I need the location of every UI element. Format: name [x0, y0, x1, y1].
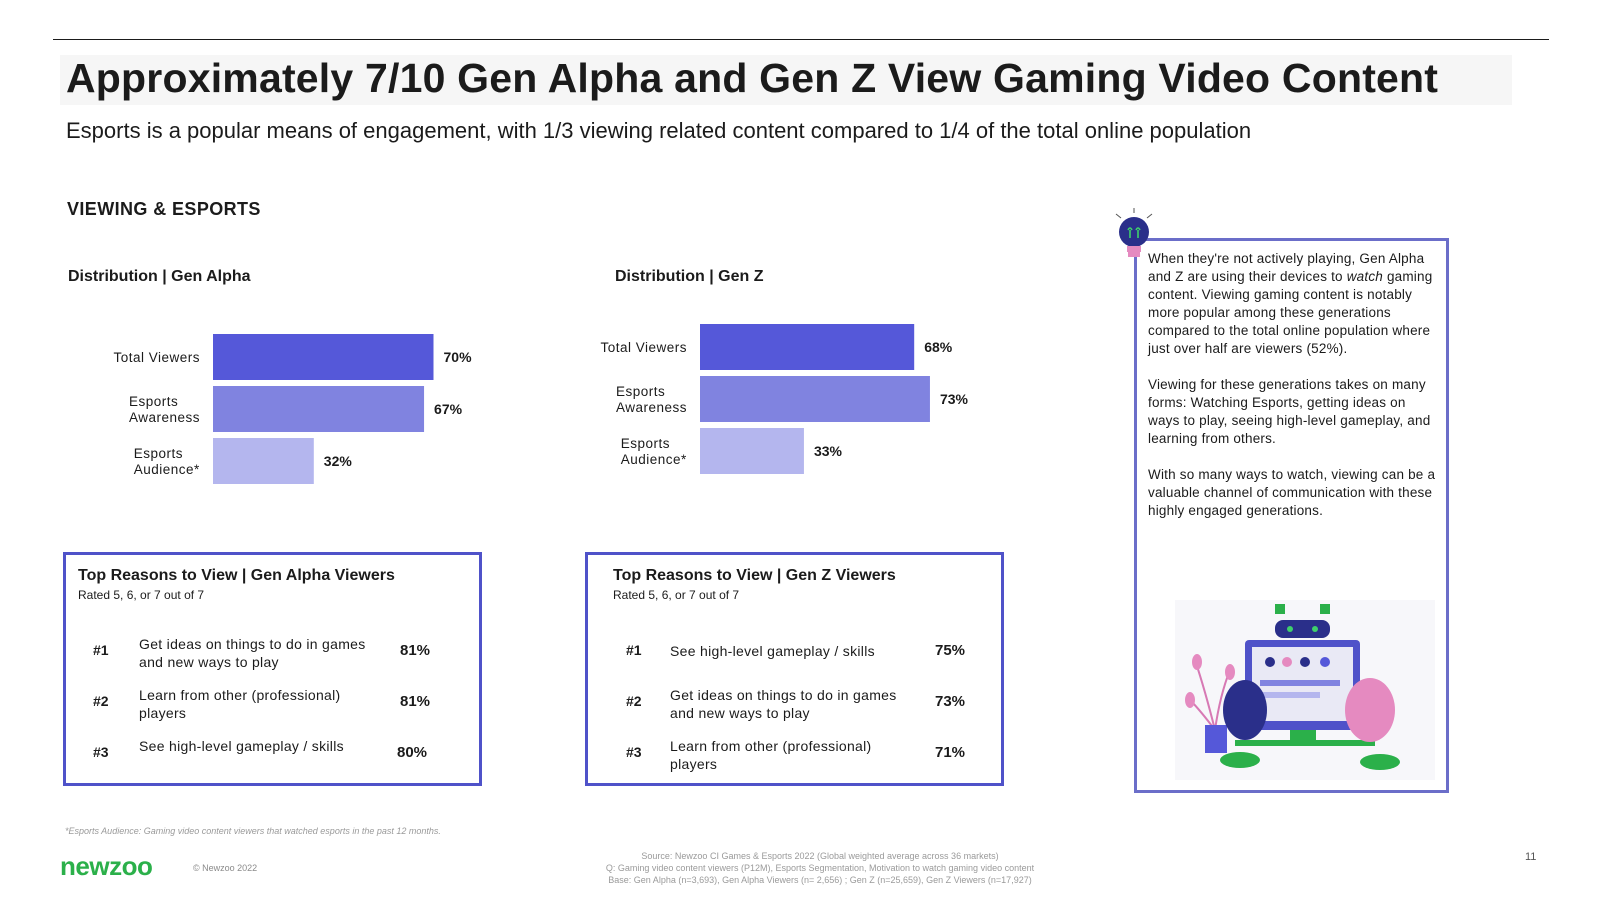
category-label: Esports Awareness	[129, 394, 200, 425]
gen-alpha-bar-chart: 70% Total Viewers 67% Esports Awareness 32% Es…	[113, 334, 473, 484]
source-note: Source: Newzoo CI Games & Esports 2022 (…	[605, 851, 1035, 885]
reason-rank: #2	[93, 693, 109, 709]
title-background	[60, 55, 1512, 105]
gen-z-bar-chart: 68% Total Viewers 73% Esports Awareness 33% Es…	[600, 324, 969, 474]
page-subtitle: Esports is a popular means of engagement…	[66, 118, 1252, 143]
bar-value-label: 70%	[444, 349, 473, 365]
bar-esports-awareness	[213, 386, 425, 432]
reason-value: 71%	[935, 744, 966, 761]
top-divider	[53, 39, 1549, 40]
category-label: Total Viewers	[113, 350, 200, 365]
category-label: Esports Audience*	[134, 446, 200, 477]
bar-value-label: 32%	[324, 453, 353, 469]
reasons-subtitle: Rated 5, 6, or 7 out of 7	[78, 588, 205, 602]
bar-esports-awareness	[700, 376, 930, 422]
reason-rank: #2	[626, 693, 642, 709]
chart-title-gen-z: Distribution | Gen Z	[615, 268, 764, 285]
page-number: 11	[1525, 851, 1537, 863]
reason-value: 81%	[400, 693, 431, 710]
lightbulb-icon	[1115, 208, 1153, 257]
bar-value-label: 67%	[434, 401, 463, 417]
reasons-box-gen-alpha: Top Reasons to View | Gen Alpha Viewers …	[63, 552, 482, 786]
reasons-box-gen-z: Top Reasons to View | Gen Z Viewers Rate…	[585, 552, 1004, 786]
reason-value: 75%	[935, 642, 966, 659]
copyright: © Newzoo 2022	[193, 863, 258, 873]
reasons-subtitle: Rated 5, 6, or 7 out of 7	[613, 588, 740, 602]
bar-total-viewers	[700, 324, 915, 370]
bar-esports-audience	[213, 438, 314, 484]
gaming-illustration	[1175, 600, 1435, 780]
insight-paragraph-2: Viewing for these generations takes on m…	[1148, 377, 1431, 446]
reason-rank: #1	[93, 642, 109, 658]
insight-panel	[1134, 238, 1449, 793]
bar-value-label: 68%	[924, 339, 953, 355]
reason-text: Get ideas on things to do in games and n…	[139, 636, 366, 670]
reason-text: See high-level gameplay / skills	[139, 738, 344, 754]
category-label: Esports Awareness	[616, 384, 687, 415]
footnote: *Esports Audience: Gaming video content …	[65, 826, 441, 836]
insight-text: When they're not actively playing, Gen A…	[1148, 250, 1440, 538]
section-label: VIEWING & ESPORTS	[67, 199, 261, 219]
reason-text: See high-level gameplay / skills	[670, 643, 875, 659]
reason-rank: #3	[626, 744, 642, 760]
reason-value: 73%	[935, 693, 966, 710]
reason-text: Learn from other (professional) players	[670, 738, 872, 772]
insight-paragraph-3: With so many ways to watch, viewing can …	[1148, 467, 1436, 518]
chart-title-gen-alpha: Distribution | Gen Alpha	[68, 268, 251, 285]
page-title: Approximately 7/10 Gen Alpha and Gen Z V…	[66, 55, 1439, 101]
reason-text: Get ideas on things to do in games and n…	[670, 687, 897, 721]
reason-rank: #3	[93, 744, 109, 760]
bar-esports-audience	[700, 428, 804, 474]
reason-value: 80%	[397, 744, 428, 761]
reasons-title: Top Reasons to View | Gen Z Viewers	[613, 567, 896, 584]
bar-total-viewers	[213, 334, 434, 380]
bar-value-label: 33%	[814, 443, 843, 459]
reason-text: Learn from other (professional) players	[139, 687, 341, 721]
reasons-title: Top Reasons to View | Gen Alpha Viewers	[78, 567, 395, 584]
category-label: Total Viewers	[600, 340, 687, 355]
reason-value: 81%	[400, 642, 431, 659]
newzoo-logo: newzoo	[60, 851, 153, 881]
reason-rank: #1	[626, 642, 642, 658]
insight-paragraph-1: When they're not actively playing, Gen A…	[1148, 251, 1433, 356]
category-label: Esports Audience*	[621, 436, 687, 467]
bar-value-label: 73%	[940, 391, 969, 407]
